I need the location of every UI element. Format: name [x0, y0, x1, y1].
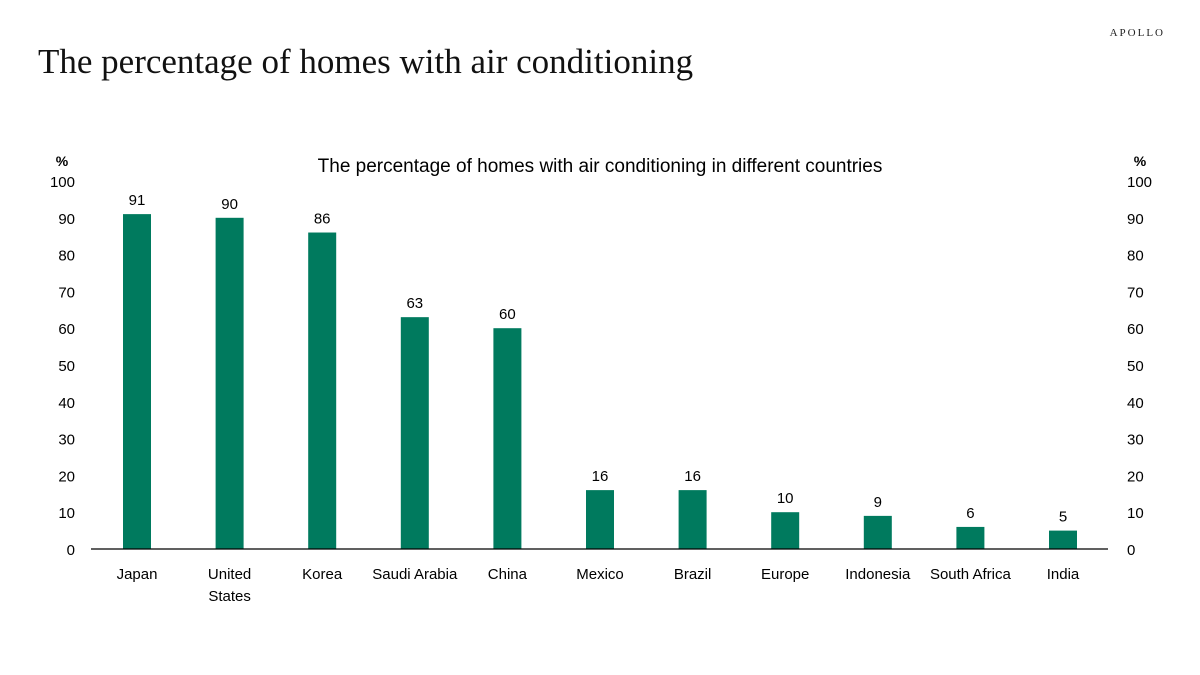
y-tick-label-left: 50 [58, 358, 75, 375]
x-tick-label-line: Indonesia [845, 566, 911, 583]
x-tick-label-line: Japan [117, 566, 158, 583]
bar [400, 317, 429, 549]
bar [863, 515, 892, 549]
bar-value-label: 86 [314, 211, 331, 228]
bar [586, 490, 614, 549]
x-tick-label: Europe [761, 566, 809, 583]
x-tick-label: Mexico [576, 566, 624, 583]
y-tick-label-right: 0 [1127, 542, 1135, 559]
x-tick-label: India [1047, 566, 1080, 583]
x-tick-label: United States [208, 566, 251, 605]
y-tick-label-right: 20 [1127, 468, 1144, 485]
y-tick-label-left: 30 [58, 432, 75, 449]
bar-value-label: 6 [966, 505, 974, 522]
y-tick-label-left: 10 [58, 505, 75, 522]
y-axis-unit-left: % [56, 153, 69, 169]
x-tick-label: Korea [302, 566, 343, 583]
bars-group [123, 214, 1077, 550]
y-tick-label-left: 100 [50, 174, 75, 191]
x-tick-label: China [488, 566, 528, 583]
y-tick-label-left: 80 [58, 248, 75, 265]
y-tick-label-right: 90 [1127, 211, 1144, 228]
bar [493, 328, 522, 549]
y-tick-label-left: 20 [58, 468, 75, 485]
bar [308, 232, 337, 549]
x-tick-label-line: States [208, 588, 251, 605]
y-tick-label-left: 70 [58, 284, 75, 301]
bar-value-label: 16 [592, 468, 609, 485]
x-tick-label: South Africa [930, 566, 1012, 583]
bar [215, 217, 244, 550]
bar-value-label: 60 [499, 306, 516, 323]
brand-logo: APOLLO [1109, 27, 1165, 39]
x-tick-label: Brazil [674, 566, 712, 583]
y-tick-label-right: 30 [1127, 432, 1144, 449]
y-tick-label-left: 40 [58, 395, 75, 412]
bar-value-label: 9 [874, 494, 882, 511]
y-tick-label-right: 70 [1127, 284, 1144, 301]
x-tick-label-line: India [1047, 566, 1080, 583]
y-tick-label-left: 0 [67, 542, 75, 559]
bar [1049, 530, 1077, 549]
page-title: The percentage of homes with air conditi… [38, 42, 694, 81]
y-tick-label-left: 60 [58, 321, 75, 338]
y-tick-label-left: 90 [58, 211, 75, 228]
bar-value-label: 5 [1059, 509, 1067, 526]
x-tick-label: Saudi Arabia [372, 566, 458, 583]
y-axis-left: 0 10 20 30 40 50 60 70 80 90 100 [50, 174, 75, 559]
bar-value-label: 91 [129, 192, 146, 209]
y-tick-label-right: 60 [1127, 321, 1144, 338]
bar [678, 490, 707, 549]
y-tick-label-right: 10 [1127, 505, 1144, 522]
data-labels-group: 91 90 86 63 60 16 16 10 9 6 5 [129, 192, 1068, 525]
x-tick-label: Japan [117, 566, 158, 583]
x-tick-label-line: Mexico [576, 566, 624, 583]
x-tick-label-line: Brazil [674, 566, 712, 583]
x-tick-label-line: South Africa [930, 566, 1012, 583]
bar-value-label: 10 [777, 490, 794, 507]
x-tick-label-line: Saudi Arabia [372, 566, 458, 583]
y-axis-unit-right: % [1134, 153, 1147, 169]
x-tick-label: Indonesia [845, 566, 911, 583]
x-tick-label-line: Europe [761, 566, 809, 583]
y-tick-label-right: 100 [1127, 174, 1152, 191]
bar [771, 512, 800, 549]
bar-value-label: 90 [221, 196, 238, 213]
x-tick-label-line: United [208, 566, 251, 583]
bar-value-label: 63 [406, 295, 423, 312]
bar [123, 214, 151, 549]
x-tick-label-line: China [488, 566, 528, 583]
x-tick-label-line: Korea [302, 566, 343, 583]
bar-value-label: 16 [684, 468, 701, 485]
y-axis-right: 0 10 20 30 40 50 60 70 80 90 100 [1127, 174, 1152, 559]
x-axis-labels: Japan United States Korea Saudi Arabia China M… [117, 566, 1080, 605]
y-tick-label-right: 40 [1127, 395, 1144, 412]
y-tick-label-right: 80 [1127, 248, 1144, 265]
bar [956, 526, 985, 549]
y-tick-label-right: 50 [1127, 358, 1144, 375]
chart-title: The percentage of homes with air conditi… [318, 156, 883, 177]
